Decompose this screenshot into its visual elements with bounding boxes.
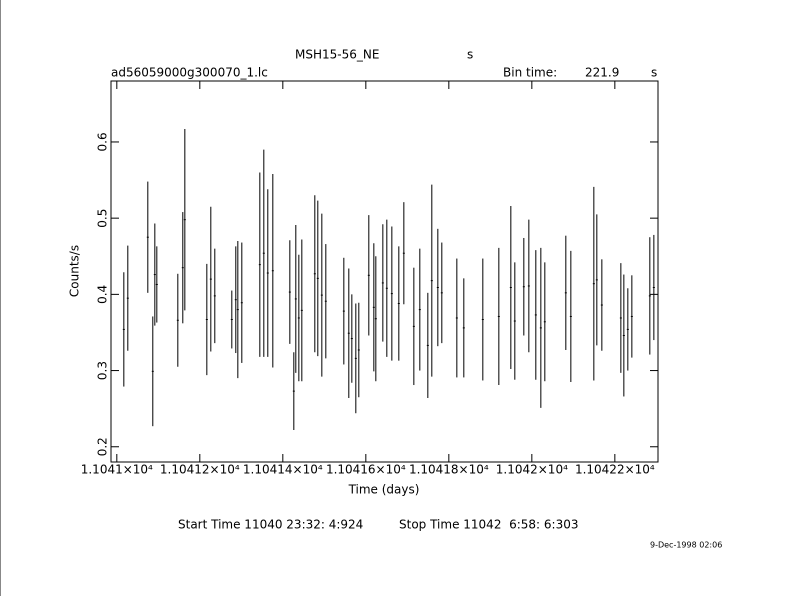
x-tick-label: 1.10412×10⁴ — [160, 463, 240, 477]
data-point — [324, 300, 327, 302]
data-point — [412, 325, 415, 327]
data-point — [153, 274, 156, 276]
plot-date: 9-Dec-1998 02:06 — [650, 541, 722, 550]
y-tick-label: 0.2 — [96, 437, 110, 456]
data-point — [402, 252, 405, 254]
data-point — [122, 328, 125, 330]
x-tick-label: 1.10418×10⁴ — [409, 463, 489, 477]
y-tick-label: 0.3 — [96, 361, 110, 380]
data-point — [126, 297, 129, 299]
data-point — [230, 319, 233, 321]
data-point — [652, 287, 655, 289]
data-point — [455, 317, 458, 319]
data-point — [600, 304, 603, 306]
x-tick-label: 1.1041×10⁴ — [81, 463, 153, 477]
x-tick-label: 1.1042×10⁴ — [496, 463, 568, 477]
data-point — [316, 277, 319, 279]
data-point — [595, 279, 598, 281]
bin-time-label: Bin time: — [503, 66, 557, 80]
data-point — [430, 280, 433, 282]
data-point — [426, 344, 429, 346]
data-point — [381, 282, 384, 284]
plot-frame — [110, 80, 659, 463]
data-point — [354, 357, 357, 359]
data-point — [183, 219, 186, 221]
data-point — [176, 319, 179, 321]
data-point — [374, 318, 377, 320]
data-point — [622, 335, 625, 337]
stop-time: Stop Time 11042 6:58: 6:303 — [399, 518, 578, 532]
data-point — [288, 291, 291, 293]
data-point — [205, 319, 208, 321]
data-point — [630, 315, 633, 317]
data-point — [313, 273, 316, 275]
data-point — [266, 272, 269, 274]
data-point — [564, 292, 567, 294]
data-point — [181, 267, 184, 269]
data-point — [619, 317, 622, 319]
data-point — [155, 283, 158, 285]
x-tick-label: 1.10422×10⁴ — [575, 463, 655, 477]
data-point — [271, 270, 274, 272]
data-point — [347, 332, 350, 334]
data-point — [509, 287, 512, 289]
y-tick-label: 0.4 — [96, 285, 110, 304]
data-point — [522, 286, 525, 288]
data-point — [258, 264, 261, 266]
data-point — [209, 278, 212, 280]
bin-time-unit: s — [651, 66, 657, 80]
x-tick-label: 1.10416×10⁴ — [326, 463, 406, 477]
y-axis-label: Counts/s — [68, 245, 82, 297]
data-point — [357, 349, 360, 351]
data-point — [648, 295, 651, 297]
data-point — [543, 321, 546, 323]
title-suffix: s — [467, 48, 473, 62]
data-point — [320, 294, 323, 296]
start-time: Start Time 11040 23:32: 4:924 — [178, 518, 363, 532]
data-point — [294, 298, 297, 300]
data-point — [527, 285, 530, 287]
data-point — [236, 309, 239, 311]
data-point — [342, 310, 345, 312]
chart-title: MSH15-56_NE — [295, 48, 379, 62]
data-point — [481, 319, 484, 321]
data-point — [151, 370, 154, 372]
data-point — [234, 299, 237, 301]
data-point — [626, 328, 629, 330]
data-point — [385, 287, 388, 289]
data-point — [262, 252, 265, 254]
data-point — [350, 338, 353, 340]
data-point — [146, 236, 149, 238]
data-point — [372, 306, 375, 308]
data-point — [436, 287, 439, 289]
data-point — [539, 327, 542, 329]
data-point — [397, 303, 400, 305]
data-point — [367, 274, 370, 276]
data-point — [513, 320, 516, 322]
data-point — [240, 302, 243, 304]
data-point — [418, 309, 421, 311]
data-point — [440, 292, 443, 294]
data-point — [297, 317, 300, 319]
data-point — [292, 390, 295, 392]
y-tick-label: 0.5 — [96, 209, 110, 228]
data-point — [534, 314, 537, 316]
data-point — [300, 309, 303, 311]
data-point — [213, 295, 216, 297]
data-point — [497, 315, 500, 317]
x-axis-label: Time (days) — [348, 483, 420, 497]
bin-time: 221.9 — [585, 66, 619, 80]
data-point — [390, 293, 393, 295]
x-tick-label: 1.10414×10⁴ — [243, 463, 323, 477]
data-point — [569, 315, 572, 317]
y-tick-label: 0.6 — [96, 132, 110, 151]
data-point — [462, 327, 465, 329]
file-name: ad56059000g300070_1.lc — [111, 66, 268, 80]
data-point — [592, 283, 595, 285]
